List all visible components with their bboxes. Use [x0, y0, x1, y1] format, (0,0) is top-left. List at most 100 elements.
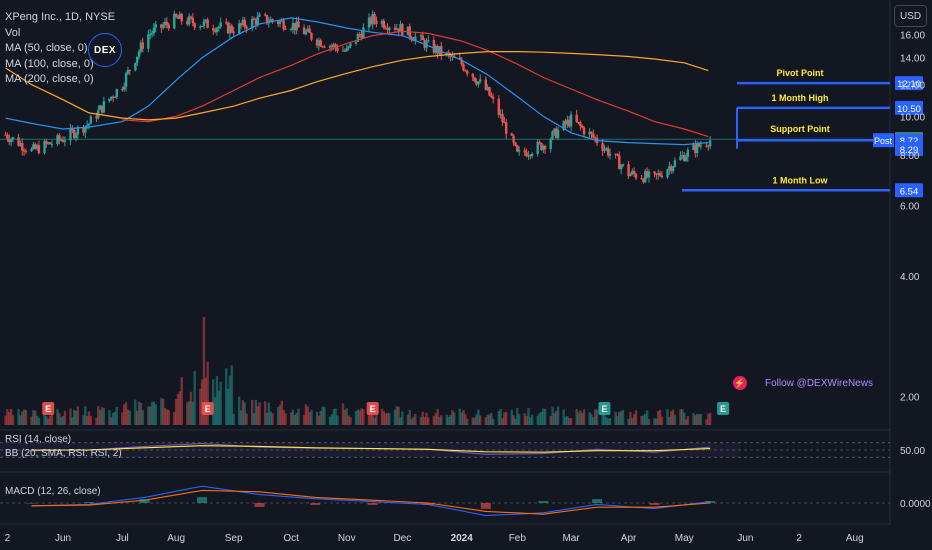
earnings-marker-letter: E	[45, 404, 51, 414]
volume-bar	[204, 377, 208, 425]
volume-bar	[56, 409, 59, 425]
candle-body	[447, 52, 450, 55]
candle-body	[419, 35, 423, 37]
candle-body	[684, 156, 688, 162]
candle-body	[124, 73, 128, 87]
volume-bar	[263, 401, 267, 425]
volume-bar	[123, 404, 126, 425]
volume-bar	[32, 410, 35, 425]
volume-bar	[412, 416, 415, 425]
volume-bar	[510, 409, 513, 425]
time-tick-label: 2	[796, 533, 802, 544]
candle-body	[668, 166, 671, 170]
volume-bar	[30, 416, 33, 425]
volume-bar	[556, 406, 560, 425]
volume-bar	[226, 389, 230, 425]
volume-bar	[644, 413, 647, 425]
candle-body	[517, 150, 521, 152]
candle-body	[72, 130, 76, 138]
level-badge-value: 10.50	[897, 104, 921, 115]
volume-bar	[87, 411, 91, 425]
currency-button[interactable]: USD	[894, 5, 927, 27]
candle-body	[477, 81, 480, 85]
volume-bar	[606, 418, 610, 425]
candle-body	[332, 44, 335, 47]
candle-body	[19, 143, 22, 146]
candle-body	[373, 13, 376, 21]
volume-bar	[517, 414, 521, 425]
volume-bar	[551, 406, 554, 425]
volume-bar	[230, 365, 233, 425]
volume-bar	[453, 412, 456, 425]
candle-body	[98, 105, 102, 110]
time-tick-label: Nov	[338, 533, 356, 544]
macd-histogram-bar	[423, 503, 434, 505]
candle-body	[514, 142, 517, 146]
volume-bar	[699, 413, 703, 425]
candle-body	[34, 144, 37, 149]
post-badge	[873, 133, 894, 148]
candle-body	[475, 81, 478, 85]
volume-bar	[590, 414, 593, 425]
candle-body	[382, 20, 386, 28]
volume-bar	[334, 408, 337, 425]
volume-bar	[124, 402, 128, 425]
candle-body	[699, 145, 703, 147]
volume-bar	[632, 414, 636, 425]
volume-bar	[349, 417, 352, 425]
volume-bar	[315, 412, 319, 425]
candle-body	[360, 34, 363, 39]
macd-line	[31, 489, 711, 515]
volume-bar	[186, 402, 189, 425]
candle-body	[243, 19, 246, 27]
volume-bar	[473, 417, 476, 425]
candle-body	[349, 43, 352, 47]
candle-body	[707, 145, 710, 147]
volume-bar	[95, 417, 98, 425]
candle-body	[336, 47, 339, 51]
volume-bar	[193, 370, 196, 425]
volume-bar	[189, 391, 193, 425]
candle-body	[593, 137, 597, 139]
volume-bar	[540, 411, 543, 425]
legend-ma50: MA (50, close, 0)	[5, 42, 88, 54]
volume-bar	[108, 410, 111, 425]
volume-bar	[647, 419, 651, 425]
volume-bar	[605, 417, 608, 425]
volume-bar	[310, 409, 313, 425]
volume-bar	[393, 409, 397, 425]
candle-body	[397, 28, 400, 33]
candle-body	[186, 21, 189, 25]
earnings-marker	[717, 402, 730, 415]
earnings-marker-letter: E	[601, 404, 607, 414]
volume-bar	[477, 409, 480, 425]
candle-body	[579, 122, 582, 127]
candle-body	[173, 13, 176, 29]
volume-bar	[148, 406, 152, 425]
follow-text[interactable]: Follow @DEXWireNews	[765, 378, 873, 389]
volume-bar	[271, 413, 274, 425]
volume-bar	[438, 416, 441, 425]
volume-bar	[367, 411, 371, 425]
candle-body	[466, 70, 469, 74]
level-label: Pivot Point	[777, 68, 824, 78]
volume-bar	[380, 408, 384, 425]
volume-bar	[707, 413, 710, 425]
candle-body	[37, 145, 41, 154]
volume-bar	[653, 418, 656, 425]
candle-body	[479, 79, 482, 82]
volume-bar	[319, 410, 322, 425]
candle-body	[497, 98, 500, 115]
volume-bar	[345, 408, 348, 425]
legend-vol: Vol	[5, 26, 21, 39]
macd-histogram-bar	[592, 499, 603, 503]
candle-body	[206, 19, 209, 29]
candle-body	[679, 156, 682, 161]
time-tick-label: 2	[5, 533, 11, 544]
volume-bar	[369, 408, 373, 425]
candle-body	[17, 137, 20, 146]
volume-bar	[321, 406, 324, 425]
price-tick-label: 4.00	[900, 272, 920, 283]
candle-body	[8, 138, 11, 143]
